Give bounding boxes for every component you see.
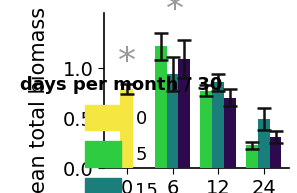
Bar bbox=[200, 91, 212, 168]
Bar bbox=[120, 89, 133, 168]
Bar bbox=[212, 82, 224, 168]
Y-axis label: Mean total biomass (g): Mean total biomass (g) bbox=[29, 0, 49, 193]
Bar bbox=[154, 46, 166, 168]
Bar bbox=[257, 119, 269, 168]
Text: *: * bbox=[165, 0, 184, 27]
Bar bbox=[166, 74, 178, 168]
Text: *: * bbox=[118, 45, 136, 79]
Legend: 0, 5, 15, 30: 0, 5, 15, 30 bbox=[15, 71, 228, 193]
Bar bbox=[245, 146, 257, 168]
Bar bbox=[178, 59, 190, 168]
Bar bbox=[224, 98, 235, 168]
Bar bbox=[269, 137, 281, 168]
